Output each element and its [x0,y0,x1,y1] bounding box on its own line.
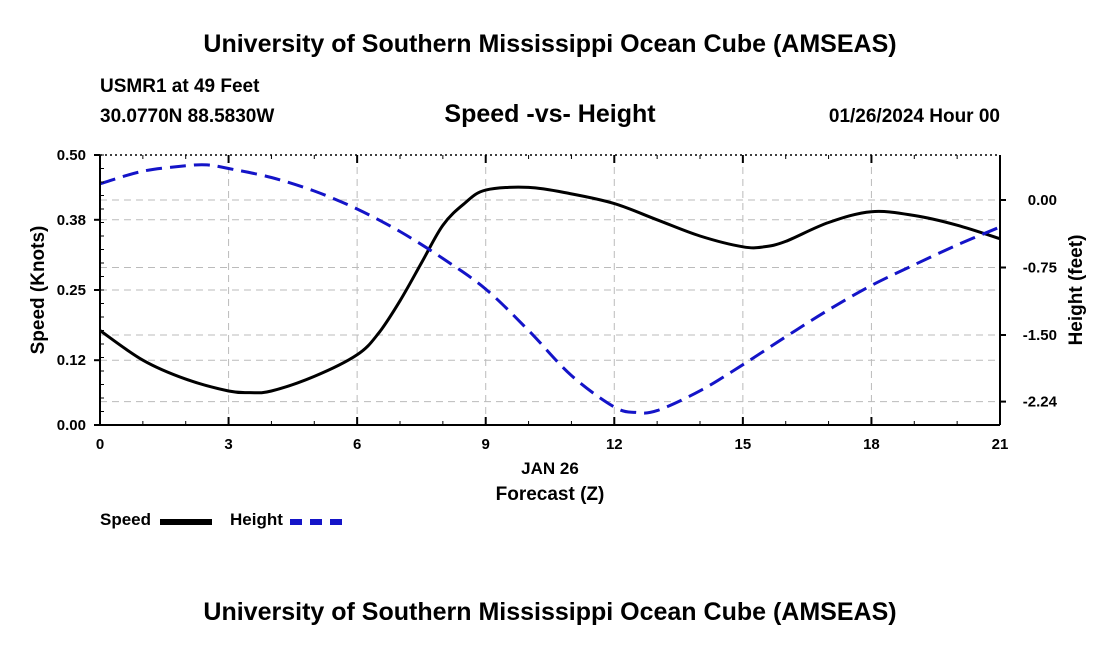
chart-title: University of Southern Mississippi Ocean… [203,30,897,58]
coordinates-label: 30.0770N 88.5830W [100,106,275,127]
y-right-axis-title: Height (feet) [1066,235,1087,346]
series-line-speed [99,185,1001,395]
x-tick-label: 3 [224,436,232,453]
x-tick-label: 21 [992,436,1009,453]
x-tick-label: 12 [606,436,623,453]
y-right-tick-label: -1.50 [1023,327,1057,344]
chart-subtitle: Speed -vs- Height [444,100,656,128]
x-tick-label: 15 [735,436,752,453]
x-tick-label: 0 [96,436,104,453]
forecast-datetime: 01/26/2024 Hour 00 [828,106,1000,127]
y-right-tick-label: -0.75 [1023,260,1057,277]
legend-speed-label: Speed [100,510,152,529]
ticks-layer [94,154,1006,426]
y-left-tick-label: 0.38 [57,212,86,229]
legend-height-label: Height [230,510,283,529]
y-left-tick-label: 0.00 [57,417,86,434]
y-right-tick-label: 0.00 [1028,192,1057,209]
x-axis-title: Forecast (Z) [496,484,605,505]
x-tick-label: 9 [482,436,490,453]
series-layer [99,163,1001,415]
footer-title: University of Southern Mississippi Ocean… [203,598,897,626]
y-left-tick-label: 0.25 [57,282,86,299]
grid-layer [100,155,1000,425]
series-line-height [99,163,1001,415]
station-label: USMR1 at 49 Feet [100,76,260,97]
x-tick-label: 6 [353,436,361,453]
x-tick-label: 18 [863,436,880,453]
x-date-label: JAN 26 [521,459,579,478]
y-left-tick-label: 0.12 [57,352,86,369]
y-right-tick-label: -2.24 [1023,394,1058,411]
legend-height-line [290,519,342,525]
y-left-tick-label: 0.50 [57,147,86,164]
y-left-axis-title: Speed (Knots) [28,226,49,355]
legend-speed-line [160,519,212,525]
labels-layer: 0 3 6 9 12 15 18 21 0.00 0.12 0.25 0.38 0.50 0.00 -0.7… [28,147,1087,505]
